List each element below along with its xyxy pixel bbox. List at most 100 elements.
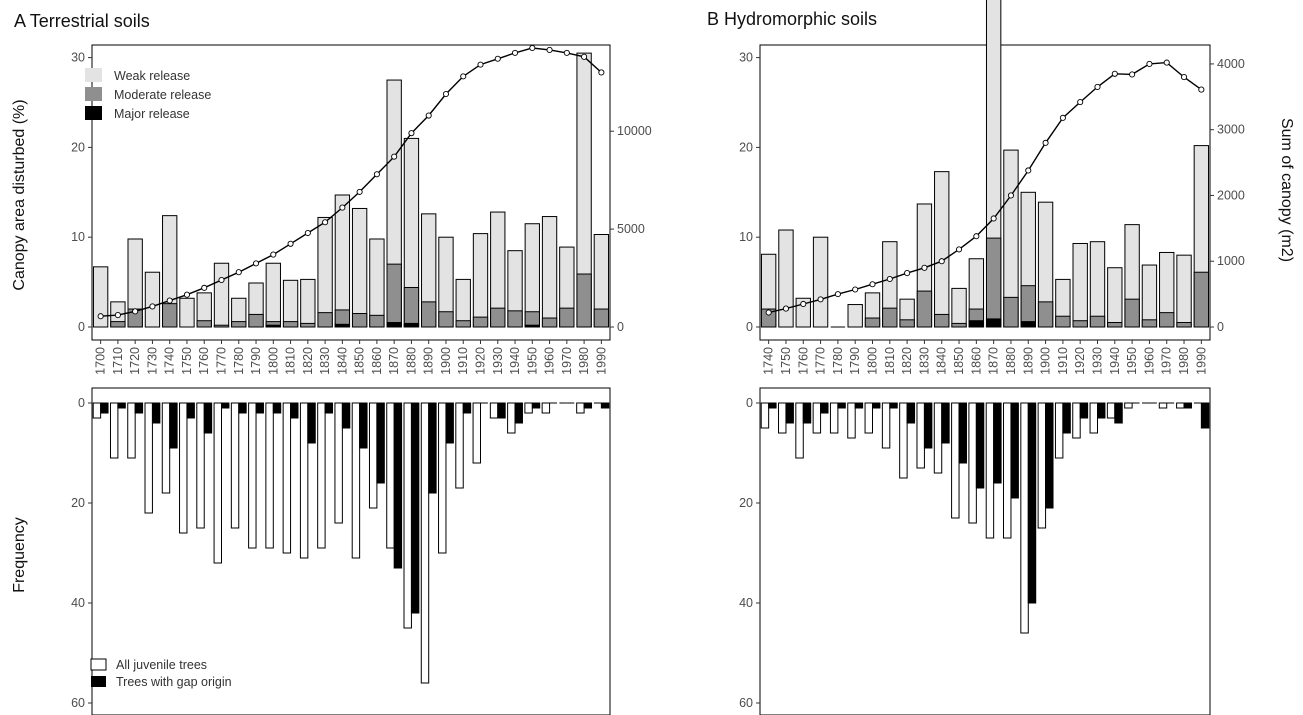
bar-weak-release [300,278,316,328]
x-tick-label: 1760 [197,347,211,375]
x-tick-label: 1850 [353,347,367,375]
bar-gap-origin [203,402,213,434]
x-tick-label: 1990 [594,347,608,375]
legend-swatch-major [85,106,102,120]
bar-moderate-release [1037,301,1054,328]
y2-tick-label: 2000 [1217,188,1245,202]
bar-moderate-release [421,301,437,328]
bar-gap-origin [600,402,610,409]
bar-all-juvenile [403,402,412,629]
bar-gap-origin [428,402,437,494]
x-tick-label: 1780 [831,347,845,375]
panel-a-bottom-chart: 0 20 40 60 [71,387,611,715]
x-tick-label: 1910 [456,347,470,375]
x-tick-label: 1740 [163,347,177,375]
bar-moderate-release [317,312,333,328]
bar-gap-origin [272,402,282,414]
x-tick-label: 1950 [525,347,539,375]
sum-canopy-point [442,90,450,98]
bar-all-juvenile [161,402,171,494]
bar-all-juvenile [334,402,343,524]
bar-weak-release [1141,264,1158,328]
x-tick-label: 1860 [370,347,384,375]
sum-canopy-point [886,275,893,283]
sum-canopy-point [235,269,242,276]
bar-gap-origin [1183,402,1192,409]
bar-moderate-release [1141,319,1158,328]
x-tick-label: 1970 [560,347,574,375]
bar-all-juvenile [1124,402,1133,409]
bar-moderate-release [351,313,368,328]
sum-canopy-point [132,308,139,315]
sum-canopy-point [904,270,911,277]
bar-all-juvenile [951,402,960,519]
bar-gap-origin [820,402,829,414]
sum-canopy-point [1007,192,1015,199]
plot-frame [759,44,1211,341]
bar-gap-origin [186,402,195,419]
sum-canopy-point [938,258,945,265]
bar-gap-origin [802,402,812,424]
bar-weak-release [317,216,333,328]
bar-weak-release [334,194,351,328]
x-tick-label: 1770 [814,347,828,375]
bar-moderate-release [985,237,1002,328]
bar-gap-origin [923,402,933,449]
y-tick-label: 20 [71,140,85,154]
bar-moderate-release [507,310,523,328]
bar-all-juvenile [933,402,943,474]
bar-gap-origin [993,402,1002,484]
legend-swatch-all-juvenile [90,658,107,671]
y-tick-label: 60 [71,696,85,710]
x-tick-label: 1820 [900,347,914,375]
plot-frame [91,44,611,341]
bar-moderate-release [282,321,299,328]
bar-all-juvenile [1003,402,1012,539]
x-tick-label: 1940 [1108,347,1122,375]
y2-tick-label: 0 [1217,320,1224,334]
sum-canopy-point [287,240,294,247]
x-tick-label: 1990 [1194,347,1208,375]
bar-gap-origin [906,402,916,424]
bar-weak-release [847,304,863,328]
sum-canopy-point [425,112,432,119]
panel-a-title: A Terrestrial soils [14,11,150,31]
bar-all-juvenile [351,402,361,559]
bar-moderate-release [1193,271,1210,328]
y-tick-label: 30 [739,51,753,65]
x-tick-label: 1750 [180,347,194,375]
bar-gap-origin [376,402,385,484]
sum-canopy-point [218,276,225,284]
bar-moderate-release [248,313,264,328]
y-tick-label: 0 [78,396,85,410]
bar-all-juvenile [847,402,856,439]
bar-major-release [524,324,540,328]
sum-canopy-point [391,153,398,160]
sum-canopy-point [201,284,208,291]
legend-juvenile: All juvenile trees Trees with gap origin [90,658,232,689]
sum-canopy-point [460,73,467,80]
bar-weak-release [934,171,950,328]
bar-weak-release [1176,254,1192,328]
x-tick-label: 1710 [111,347,125,375]
y2-tick-label: 4000 [1217,57,1245,71]
sum-canopy-point [852,286,859,293]
bar-all-juvenile [576,402,585,414]
x-tick-label: 1960 [1142,347,1156,375]
y-tick-label: 20 [71,496,85,510]
bar-major-release [265,324,281,328]
sum-canopy-point [1111,70,1118,77]
sum-canopy-point [183,291,191,298]
bar-weak-release [282,279,299,328]
bar-all-juvenile [489,402,499,419]
sum-canopy-point [782,305,790,312]
x-tick-label: 1780 [232,347,246,375]
sum-canopy-point [356,188,363,195]
bar-moderate-release [110,321,126,328]
sum-canopy-point [990,215,997,222]
y-tick-label: 30 [71,51,85,65]
bar-all-juvenile [524,402,533,414]
bar-all-juvenile [812,402,822,434]
x-tick-label: 1930 [1091,347,1105,375]
